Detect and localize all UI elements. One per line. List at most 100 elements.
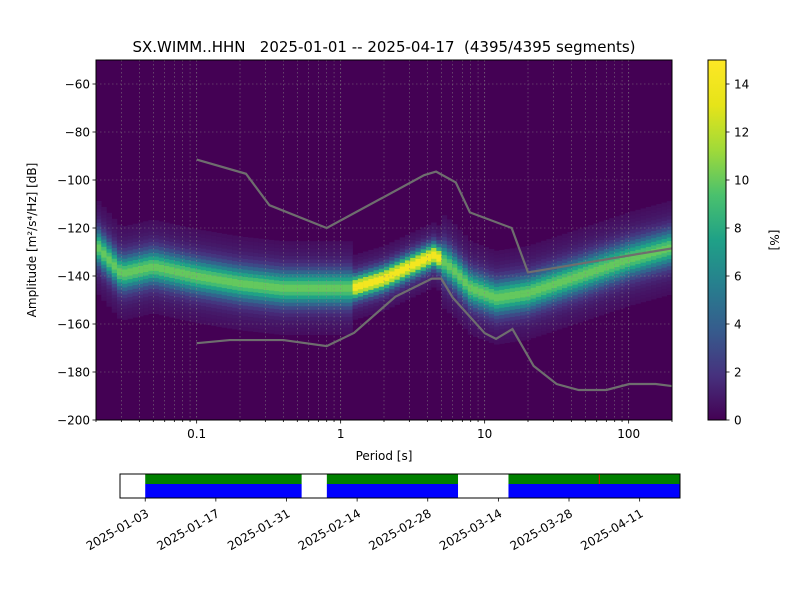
heatmap-cell bbox=[666, 276, 672, 281]
heatmap-cell bbox=[462, 264, 469, 268]
heatmap-cell bbox=[483, 326, 490, 331]
heatmap-cell bbox=[279, 251, 285, 256]
heatmap-cell bbox=[535, 274, 542, 279]
heatmap-cell bbox=[478, 295, 484, 300]
heatmap-cell bbox=[577, 250, 584, 255]
heatmap-cell bbox=[546, 239, 552, 243]
heatmap-cell bbox=[347, 302, 353, 307]
heatmap-cell bbox=[666, 201, 672, 206]
heatmap-cell bbox=[127, 282, 133, 287]
heatmap-cell bbox=[315, 324, 322, 328]
heatmap-cell bbox=[321, 262, 327, 267]
heatmap-cell bbox=[441, 222, 448, 227]
heatmap-cell bbox=[462, 325, 469, 330]
heatmap-cell bbox=[483, 265, 490, 269]
heatmap-cell bbox=[164, 287, 170, 292]
heatmap-cell bbox=[645, 235, 652, 240]
heatmap-cell bbox=[342, 255, 348, 260]
heatmap-cell bbox=[399, 262, 406, 267]
heatmap-cell bbox=[546, 307, 552, 312]
heatmap-cell bbox=[300, 295, 306, 300]
heatmap-cell bbox=[389, 292, 395, 297]
heatmap-cell bbox=[373, 291, 380, 296]
heatmap-cell bbox=[619, 236, 626, 241]
heatmap-cell bbox=[96, 200, 102, 205]
heatmap-cell bbox=[467, 287, 474, 292]
heatmap-cell bbox=[331, 302, 338, 307]
heatmap-cell bbox=[624, 299, 631, 304]
heatmap-cell bbox=[609, 279, 615, 284]
heatmap-cell bbox=[462, 289, 469, 294]
heatmap-cell bbox=[446, 223, 453, 227]
heatmap-cell bbox=[551, 309, 558, 314]
heatmap-cell bbox=[232, 289, 238, 294]
heatmap-cell bbox=[457, 283, 463, 288]
heatmap-cell bbox=[216, 283, 222, 288]
heatmap-cell bbox=[321, 306, 327, 310]
heatmap-cell bbox=[274, 298, 280, 302]
x-tick-label: 0.1 bbox=[187, 427, 206, 441]
heatmap-cell bbox=[389, 263, 395, 268]
heatmap-cell bbox=[541, 330, 547, 335]
heatmap-cell bbox=[546, 257, 552, 261]
heatmap-cell bbox=[598, 282, 605, 287]
heatmap-cell bbox=[116, 271, 123, 276]
heatmap-cell bbox=[640, 222, 647, 227]
heatmap-cell bbox=[253, 256, 259, 261]
heatmap-cell bbox=[509, 338, 516, 343]
heatmap-cell bbox=[331, 273, 338, 278]
heatmap-cell bbox=[609, 232, 615, 237]
heatmap-cell bbox=[331, 262, 338, 267]
heatmap-cell bbox=[609, 228, 615, 233]
heatmap-cell bbox=[169, 288, 175, 293]
heatmap-cell bbox=[331, 284, 338, 289]
heatmap-cell bbox=[247, 280, 254, 285]
heatmap-cell bbox=[588, 275, 594, 280]
heatmap-cell bbox=[148, 270, 154, 275]
heatmap-cell bbox=[357, 263, 364, 268]
heatmap-cell bbox=[205, 241, 212, 246]
heatmap-cell bbox=[305, 302, 311, 307]
heatmap-cell bbox=[232, 296, 238, 301]
heatmap-cell bbox=[624, 263, 631, 268]
heatmap-cell bbox=[378, 289, 385, 294]
heatmap-cell bbox=[520, 279, 526, 284]
heatmap-cell bbox=[404, 270, 411, 275]
heatmap-cell bbox=[127, 314, 133, 319]
heatmap-cell bbox=[457, 251, 463, 256]
heatmap-cell bbox=[305, 331, 311, 336]
heatmap-cell bbox=[190, 235, 196, 240]
heatmap-cell bbox=[326, 280, 332, 285]
heatmap-cell bbox=[143, 228, 149, 233]
heatmap-cell bbox=[122, 265, 128, 270]
heatmap-cell bbox=[394, 275, 401, 280]
heatmap-cell bbox=[425, 228, 432, 233]
heatmap-cell bbox=[137, 312, 144, 317]
heatmap-cell bbox=[598, 225, 605, 230]
heatmap-cell bbox=[137, 269, 144, 274]
heatmap-cell bbox=[164, 276, 170, 281]
heatmap-cell bbox=[195, 229, 202, 234]
heatmap-cell bbox=[666, 233, 672, 238]
heatmap-cell bbox=[216, 243, 222, 248]
heatmap-cell bbox=[190, 282, 196, 287]
heatmap-cell bbox=[216, 258, 222, 263]
heatmap-cell bbox=[394, 301, 401, 305]
heatmap-cell bbox=[242, 254, 249, 259]
heatmap-cell bbox=[415, 255, 421, 259]
heatmap-cell bbox=[535, 292, 542, 297]
heatmap-cell bbox=[111, 269, 118, 274]
heatmap-cell bbox=[541, 247, 547, 252]
heatmap-cell bbox=[514, 326, 521, 331]
heatmap-cell bbox=[389, 256, 395, 261]
heatmap-cell bbox=[619, 282, 626, 287]
heatmap-cell bbox=[436, 254, 442, 259]
heatmap-cell bbox=[630, 290, 636, 295]
heatmap-cell bbox=[164, 254, 170, 259]
heatmap-cell bbox=[284, 262, 291, 267]
heatmap-cell bbox=[336, 288, 343, 292]
heatmap-cell bbox=[179, 283, 186, 288]
heatmap-cell bbox=[509, 287, 516, 292]
heatmap-cell bbox=[399, 251, 406, 256]
heatmap-cell bbox=[258, 278, 264, 283]
